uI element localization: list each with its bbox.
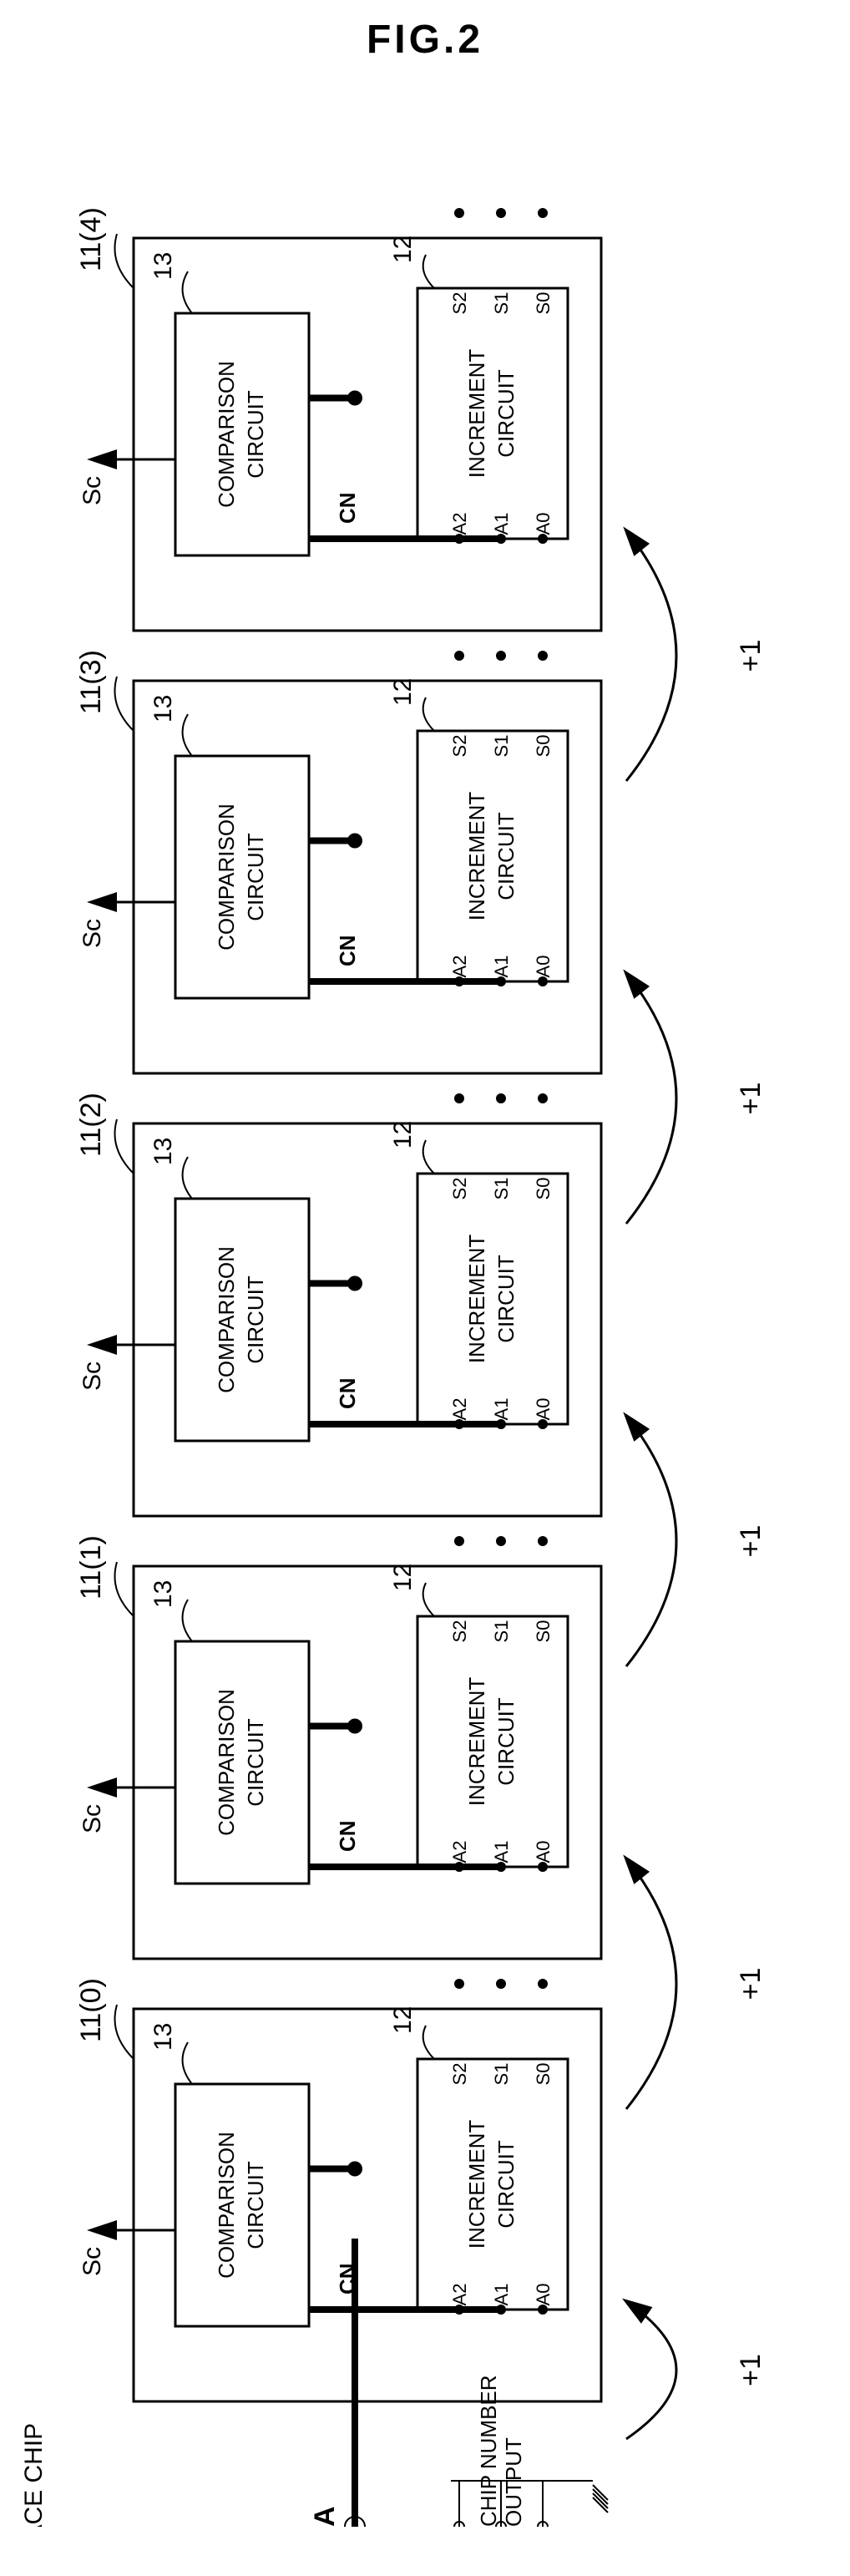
svg-text:11(3): 11(3) <box>75 650 107 714</box>
svg-text:S0: S0 <box>533 292 554 315</box>
svg-text:12: 12 <box>389 2006 417 2034</box>
svg-text:12: 12 <box>389 678 417 706</box>
svg-text:A2: A2 <box>449 956 470 978</box>
svg-text:+1: +1 <box>735 1083 767 1115</box>
svg-text:S2: S2 <box>449 1178 470 1200</box>
svg-text:13: 13 <box>149 1138 177 1165</box>
svg-text:CN: CN <box>335 935 360 966</box>
svg-text:A1: A1 <box>491 956 512 978</box>
svg-text:Sc: Sc <box>78 1804 106 1833</box>
svg-text:S0: S0 <box>533 1620 554 1643</box>
svg-text:S2: S2 <box>449 1620 470 1643</box>
svg-text:S2: S2 <box>449 735 470 758</box>
svg-text:S2: S2 <box>449 2063 470 2086</box>
svg-text:CIRCUIT: CIRCUIT <box>243 390 268 479</box>
svg-text:S0: S0 <box>533 2063 554 2086</box>
svg-text:A2: A2 <box>449 2284 470 2306</box>
svg-text:S0: S0 <box>533 735 554 758</box>
figure-container: FIG.2 INTERFACE CHIPCACHIP NUMBEROUTPUT1… <box>17 17 833 1703</box>
svg-text:11(2): 11(2) <box>75 1093 107 1157</box>
diagram-svg: INTERFACE CHIP CA CHIP NUMBEROUTPUT 11(0) CO… <box>17 63 833 2527</box>
svg-text:Sc: Sc <box>78 2247 106 2276</box>
svg-text:+1: +1 <box>735 2354 767 2386</box>
svg-text:S1: S1 <box>491 292 512 315</box>
svg-text:A0: A0 <box>533 1398 554 1421</box>
svg-text:A0: A0 <box>533 2284 554 2306</box>
svg-text:11(4): 11(4) <box>75 207 107 271</box>
svg-text:11(0): 11(0) <box>75 1978 107 2042</box>
svg-text:CIRCUIT: CIRCUIT <box>243 2161 268 2249</box>
svg-text:COMPARISON: COMPARISON <box>214 1246 239 1393</box>
svg-text:CIRCUIT: CIRCUIT <box>243 1718 268 1807</box>
svg-text:CIRCUIT: CIRCUIT <box>243 833 268 921</box>
svg-text:CIRCUIT: CIRCUIT <box>493 812 519 900</box>
svg-text:+1: +1 <box>735 1968 767 2000</box>
svg-text:A0: A0 <box>533 956 554 978</box>
svg-text:Sc: Sc <box>78 476 106 505</box>
diagram-rotated: INTERFACE CHIP CA CHIP NUMBEROUTPUT 11(0) CO… <box>17 63 833 2527</box>
svg-text:INCREMENT: INCREMENT <box>464 792 489 921</box>
svg-text:13: 13 <box>149 2023 177 2051</box>
svg-text:A1: A1 <box>491 513 512 535</box>
svg-text:Sc: Sc <box>78 1362 106 1391</box>
svg-text:A2: A2 <box>449 1841 470 1864</box>
svg-text:Sc: Sc <box>78 919 106 948</box>
svg-text:CA: CA <box>309 2506 341 2527</box>
svg-text:CN: CN <box>335 1377 360 1409</box>
svg-text:CIRCUIT: CIRCUIT <box>493 2140 519 2229</box>
svg-text:A0: A0 <box>533 1841 554 1864</box>
svg-text:+1: +1 <box>735 1525 767 1558</box>
svg-text:INCREMENT: INCREMENT <box>464 349 489 479</box>
svg-text:S2: S2 <box>449 292 470 315</box>
svg-text:INCREMENT: INCREMENT <box>464 1235 489 1364</box>
svg-text:CIRCUIT: CIRCUIT <box>493 1697 519 1786</box>
svg-text:13: 13 <box>149 252 177 280</box>
svg-text:12: 12 <box>389 236 417 263</box>
svg-text:CIRCUIT: CIRCUIT <box>493 369 519 458</box>
svg-text:A2: A2 <box>449 1398 470 1421</box>
svg-text:S0: S0 <box>533 1178 554 1200</box>
svg-text:A1: A1 <box>491 2284 512 2306</box>
svg-text:COMPARISON: COMPARISON <box>214 361 239 508</box>
svg-text:+1: +1 <box>735 640 767 672</box>
svg-text:INCREMENT: INCREMENT <box>464 2120 489 2249</box>
svg-text:COMPARISON: COMPARISON <box>214 804 239 951</box>
svg-text:12: 12 <box>389 1564 417 1591</box>
svg-text:S1: S1 <box>491 1620 512 1643</box>
svg-text:CHIP NUMBER: CHIP NUMBER <box>476 2375 501 2527</box>
svg-text:12: 12 <box>389 1121 417 1149</box>
svg-text:COMPARISON: COMPARISON <box>214 2132 239 2279</box>
svg-text:COMPARISON: COMPARISON <box>214 1689 239 1836</box>
svg-text:S1: S1 <box>491 1178 512 1200</box>
svg-text:13: 13 <box>149 695 177 723</box>
svg-text:11(1): 11(1) <box>75 1535 107 1600</box>
svg-text:S1: S1 <box>491 735 512 758</box>
svg-text:INCREMENT: INCREMENT <box>464 1677 489 1807</box>
svg-text:A1: A1 <box>491 1398 512 1421</box>
figure-title: FIG.2 <box>17 17 833 63</box>
svg-text:A2: A2 <box>449 513 470 535</box>
svg-text:S1: S1 <box>491 2063 512 2086</box>
svg-text:OUTPUT: OUTPUT <box>501 2437 526 2527</box>
svg-text:CIRCUIT: CIRCUIT <box>243 1275 268 1364</box>
svg-text:A1: A1 <box>491 1841 512 1864</box>
svg-text:CN: CN <box>335 1820 360 1852</box>
svg-text:A0: A0 <box>533 513 554 535</box>
svg-text:CN: CN <box>335 492 360 524</box>
svg-text:INTERFACE CHIP: INTERFACE CHIP <box>20 2423 48 2527</box>
svg-text:CIRCUIT: CIRCUIT <box>493 1255 519 1343</box>
svg-text:13: 13 <box>149 1580 177 1608</box>
svg-text:CN: CN <box>335 2263 360 2295</box>
